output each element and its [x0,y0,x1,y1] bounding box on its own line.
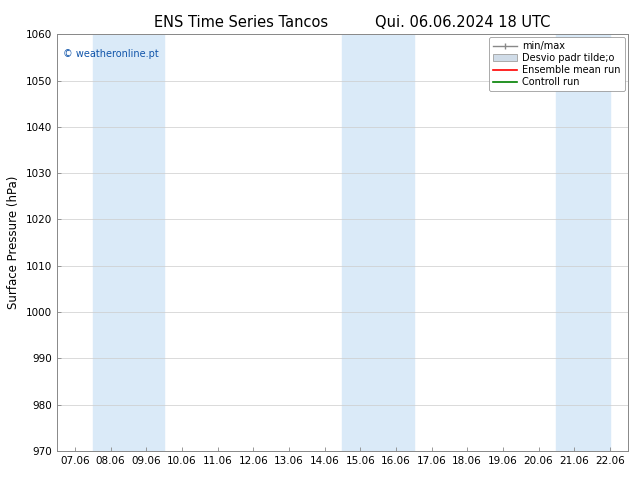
Y-axis label: Surface Pressure (hPa): Surface Pressure (hPa) [8,176,20,309]
Bar [342,34,413,451]
Text: Qui. 06.06.2024 18 UTC: Qui. 06.06.2024 18 UTC [375,15,550,30]
Legend: min/max, Desvio padr tilde;o, Ensemble mean run, Controll run: min/max, Desvio padr tilde;o, Ensemble m… [489,37,624,91]
Bar [557,34,610,451]
Text: ENS Time Series Tancos: ENS Time Series Tancos [154,15,328,30]
Text: © weatheronline.pt: © weatheronline.pt [63,49,158,59]
Bar [93,34,164,451]
